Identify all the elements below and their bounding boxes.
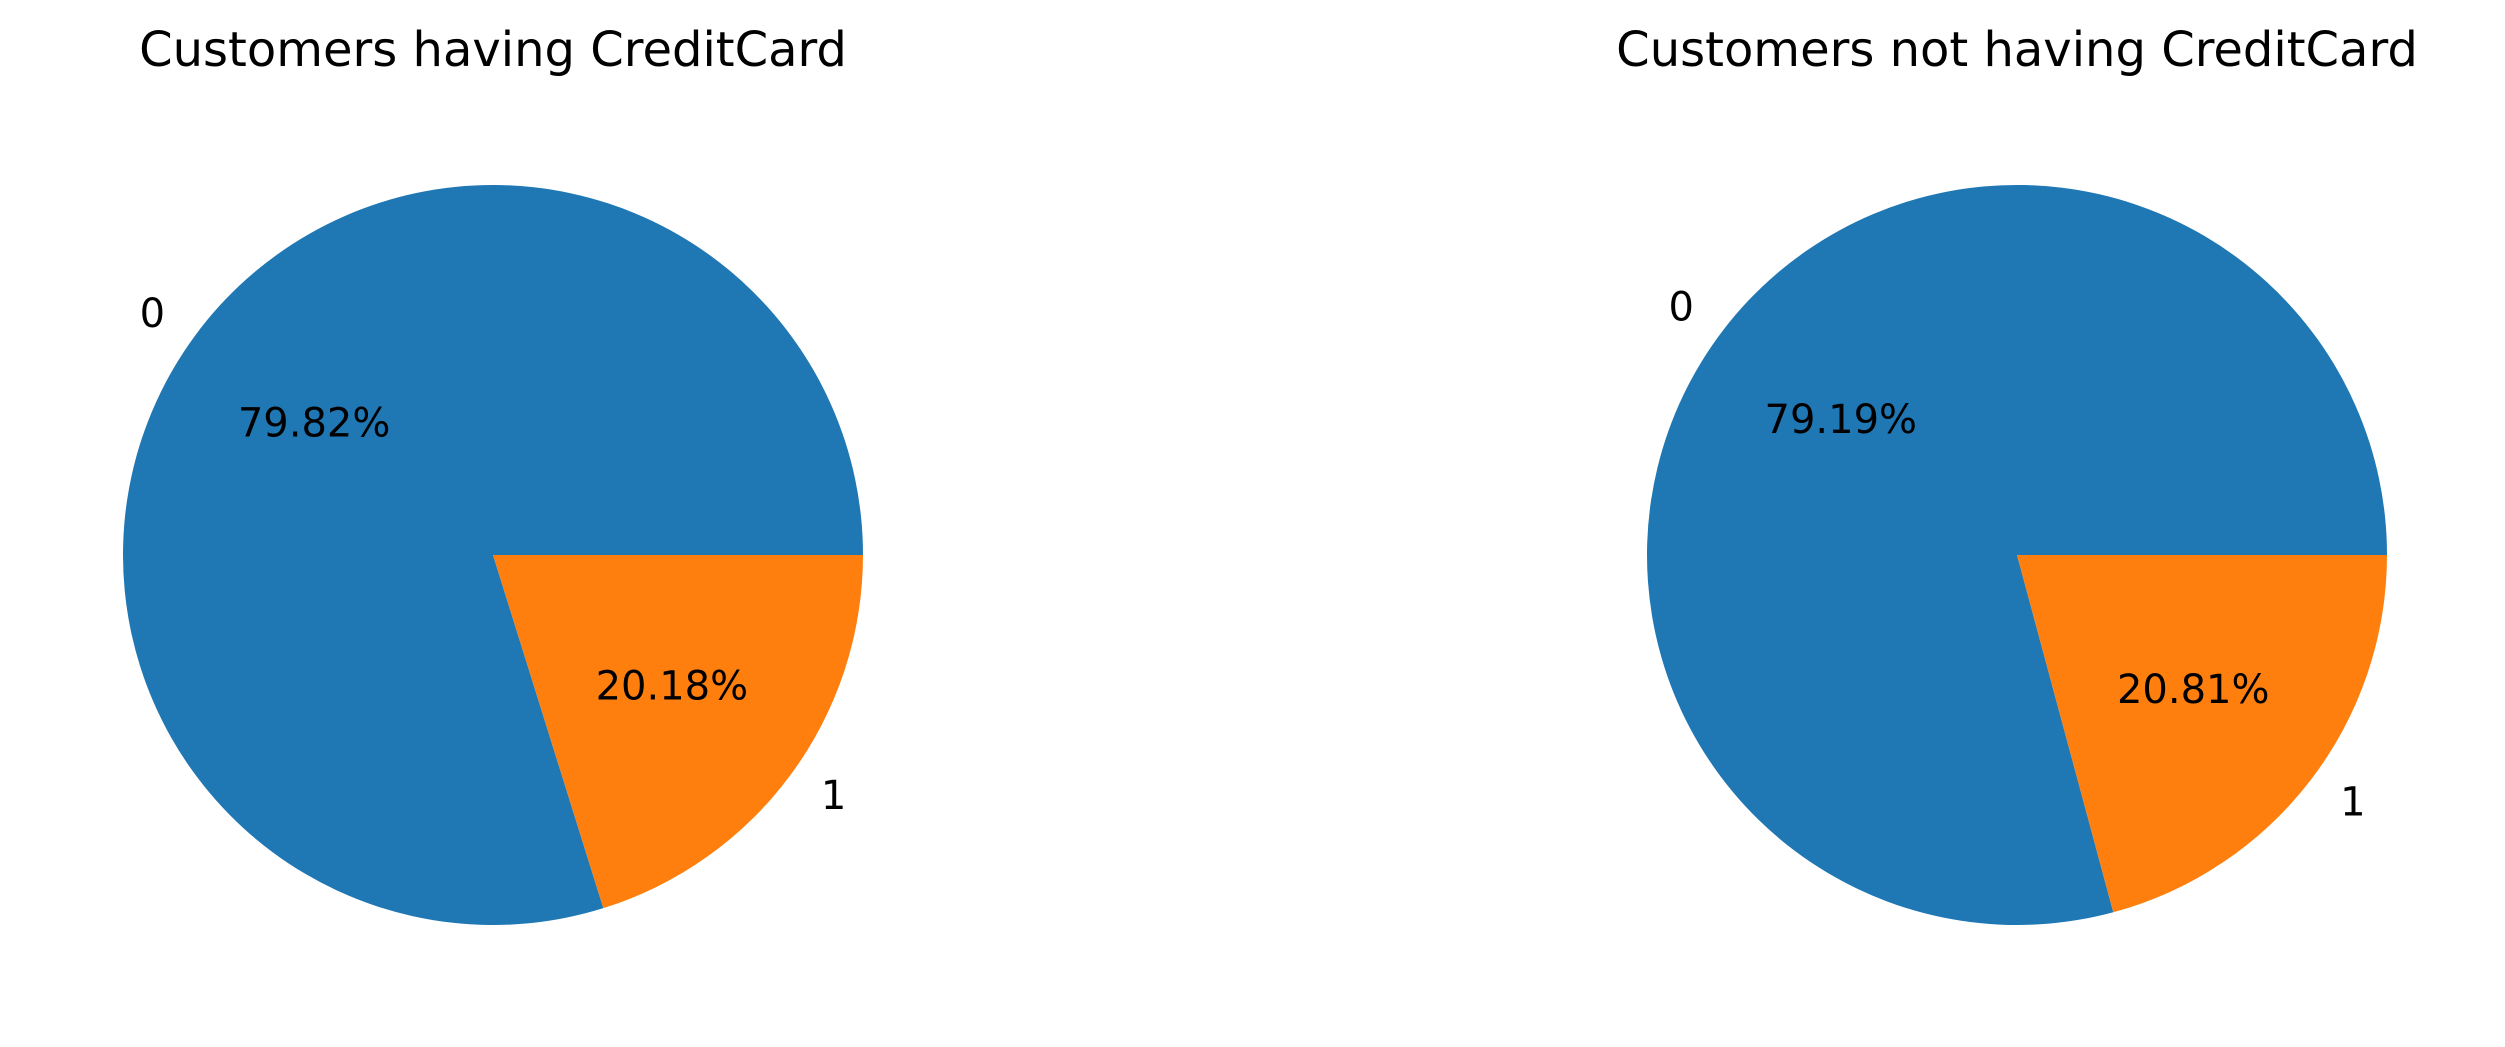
pie-labels: 0 79.19% 1 20.81% (1668, 284, 2365, 825)
slice-label-0: 0 (1668, 284, 1693, 330)
pie-chart-credit-card: Customers having CreditCard 0 79.82% 1 20.1… (123, 22, 864, 926)
slice-label-1: 1 (821, 773, 846, 819)
pie-slices (1647, 185, 2387, 926)
pct-label-0: 79.19% (1765, 397, 1918, 443)
chart-title-no-credit-card: Customers not having CreditCard (1616, 22, 2418, 78)
pie-slice-1 (2017, 555, 2387, 913)
chart-title-credit-card: Customers having CreditCard (139, 22, 847, 78)
pie-slice-0 (123, 185, 864, 926)
pct-label-0: 79.82% (238, 400, 391, 446)
pie-labels: 0 79.82% 1 20.18% (140, 291, 847, 819)
pct-label-1: 20.81% (2117, 667, 2270, 713)
pct-label-1: 20.18% (596, 664, 749, 710)
slice-label-0: 0 (140, 291, 165, 337)
pie-chart-no-credit-card: Customers not having CreditCard 0 79.19% 1… (1616, 22, 2418, 926)
pie-slice-1 (493, 555, 863, 909)
pie-slices (123, 185, 864, 926)
slice-label-1: 1 (2340, 780, 2365, 826)
